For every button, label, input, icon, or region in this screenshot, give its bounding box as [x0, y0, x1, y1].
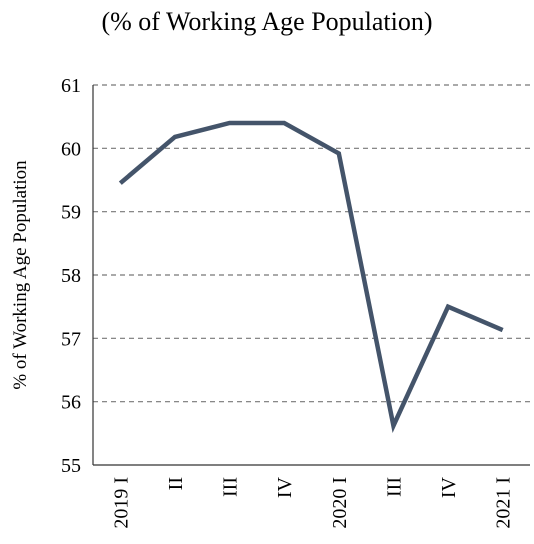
x-tick-label: III: [220, 477, 242, 497]
y-tick-label: 61: [61, 75, 81, 97]
x-tick-label: 2020 I: [329, 477, 351, 529]
y-tick-label: 59: [61, 202, 81, 224]
y-tick-label: 56: [61, 392, 81, 414]
y-tick-label: 55: [61, 455, 81, 477]
x-tick-label: III: [383, 477, 405, 497]
y-axis-label: % of Working Age Population: [10, 160, 31, 390]
x-tick-label: IV: [274, 476, 296, 498]
x-tick-label: 2021 I: [493, 477, 515, 529]
x-tick-label: II: [165, 477, 187, 490]
data-line: [118, 120, 504, 433]
y-tick-label: 58: [61, 265, 81, 287]
chart-title: (% of Working Age Population): [101, 7, 432, 36]
y-tick-label: 60: [61, 138, 81, 160]
x-tick-label: IV: [438, 476, 460, 498]
y-tick-label: 57: [61, 328, 81, 350]
x-tick-label: 2019 I: [110, 477, 132, 529]
